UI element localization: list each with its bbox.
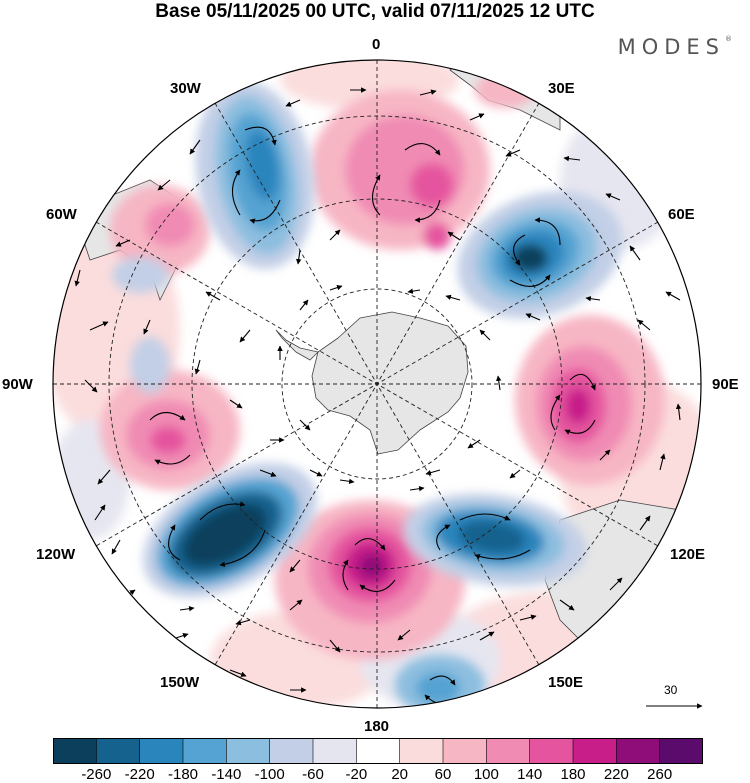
colorbar-label: -180 (167, 766, 199, 783)
positive-anomaly-south-atlantic (310, 90, 490, 250)
colorbar-label: -60 (302, 766, 324, 783)
colorbar-label: -20 (345, 766, 368, 783)
reference-vector-label: 30 (664, 683, 678, 697)
negative-anomaly-south-of-australia (403, 493, 587, 587)
colorbar-swatch (226, 738, 271, 764)
lon-label-90e: 90E (712, 376, 739, 393)
colorbar-swatch (659, 738, 703, 764)
lon-label-30w: 30W (170, 80, 201, 97)
lon-label-90w: 90W (2, 376, 33, 393)
colorbar-swatch (486, 738, 531, 764)
colorbar-label: 20 (391, 766, 408, 783)
map-boundary-circle (52, 59, 702, 709)
brand-logo: MODES® (618, 35, 732, 59)
positive-anomaly-south-america (110, 185, 210, 275)
colorbar-border (53, 738, 703, 764)
lon-label-60w: 60W (46, 206, 77, 223)
negative-anomaly-centers (112, 80, 623, 708)
colorbar-label: 260 (647, 766, 673, 783)
colorbar-swatch (183, 738, 227, 764)
lon-label-150e: 150E (548, 674, 584, 691)
colorbar-label: -100 (254, 766, 285, 783)
colorbar-swatch (96, 738, 141, 764)
map-title: Base 05/11/2025 00 UTC, valid 07/11/2025… (155, 1, 595, 22)
positive-anomaly-southeast-pacific (100, 370, 240, 490)
colorbar-swatch (399, 738, 444, 764)
colorbar-label: -220 (124, 766, 155, 783)
negative-anomaly-southwest-indian (457, 191, 623, 319)
colorbar-swatch (529, 738, 574, 764)
positive-anomaly-indian-ocean (515, 315, 665, 485)
brand-text: MODES (617, 35, 725, 59)
lon-label-120e: 120E (670, 546, 706, 563)
negative-anomaly-south-atlantic-west (195, 80, 315, 270)
lon-label-60e: 60E (668, 206, 695, 223)
lon-label-120w: 120W (36, 546, 76, 563)
lon-label-0: 0 (372, 36, 381, 53)
colorbar-label: 140 (517, 766, 543, 783)
polar-stereographic-map (52, 59, 703, 709)
registered-mark: ® (725, 35, 732, 43)
colorbar-label: 60 (434, 766, 452, 783)
positive-anomaly-centers (100, 72, 665, 660)
colorbar-swatch (313, 738, 357, 764)
wind-vectors (74, 87, 682, 705)
lon-label-30e: 30E (548, 80, 575, 97)
antarctic-peninsula (275, 329, 319, 361)
colorbar-label: 180 (560, 766, 586, 783)
colorbar-swatch (356, 738, 401, 764)
colorbar-swatch (573, 738, 617, 764)
colorbar-label: 100 (473, 766, 499, 783)
lon-label-180: 180 (364, 718, 390, 735)
graticule (53, 60, 701, 708)
colorbar-label: -260 (81, 766, 112, 783)
colorbar-swatch (269, 738, 314, 764)
colorbar (53, 738, 703, 764)
colorbar-swatch (443, 738, 487, 764)
colorbar-swatch (139, 738, 184, 764)
colorbar-label: -140 (211, 766, 242, 783)
antarctica-continent (311, 311, 469, 455)
lon-label-150w: 150W (160, 674, 200, 691)
colorbar-swatch (53, 738, 97, 764)
colorbar-label: 220 (603, 766, 629, 783)
colorbar-swatch (616, 738, 661, 764)
negative-anomaly-amundsen-sea (143, 462, 317, 598)
